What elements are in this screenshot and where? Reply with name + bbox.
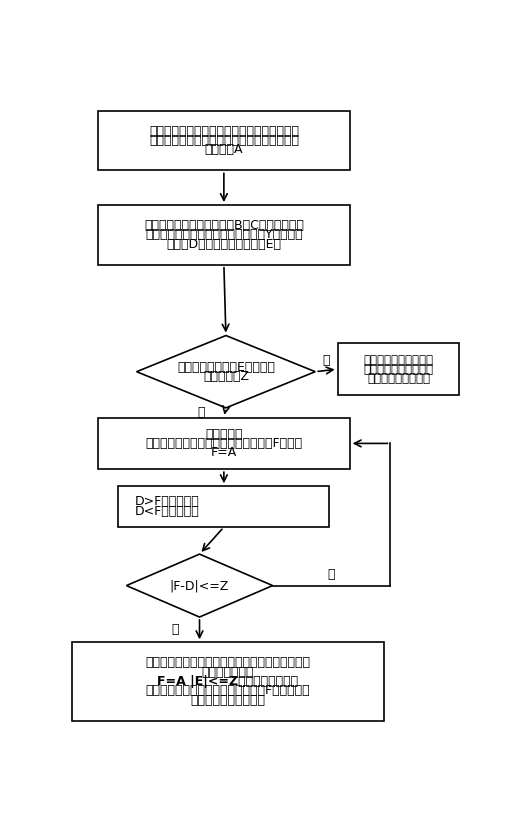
Text: 进行对中，: 进行对中， [205,427,243,440]
Text: 卷材偏移量绝对值E是否大于: 卷材偏移量绝对值E是否大于 [177,360,275,373]
Text: D<F，小车后行: D<F，小车后行 [135,505,199,518]
Bar [72,642,384,721]
Text: |F-D|<=Z: |F-D|<=Z [170,579,229,592]
Text: 是: 是 [171,623,179,636]
Text: 际距离为A: 际距离为A [205,143,243,156]
Text: F=A |E|<=Z卷材对中完毕；或: F=A |E|<=Z卷材对中完毕；或 [157,675,299,688]
Text: 将卷材放置于别的固定鞍座上，此时F值应设为新: 将卷材放置于别的固定鞍座上，此时F值应设为新 [146,685,310,698]
Text: 最大偏移量Z: 最大偏移量Z [203,370,249,383]
Text: 感器与小车鞍座中心的水平距离差为Y，得卷材: 感器与小车鞍座中心的水平距离差为Y，得卷材 [145,229,303,241]
Text: 不需要对中，小车将顶: 不需要对中，小车将顶 [364,354,433,367]
Text: 小车顶起卷材，向固定鞍座中心位行走，到位后落: 小车顶起卷材，向固定鞍座中心位行走，到位后落 [146,656,310,669]
Text: 设小车的实际位置为小车鞍座中心位为F，此时: 设小车的实际位置为小车鞍座中心位为F，此时 [145,437,302,450]
Bar [337,343,460,395]
Text: 固定鞍座上放置有铝卷材，小车从起始点出发: 固定鞍座上放置有铝卷材，小车从起始点出发 [149,125,299,137]
Bar [98,417,350,469]
Text: 是: 是 [198,406,205,419]
Text: 否: 否 [323,354,330,367]
Bar [118,486,330,527]
Text: 提前选择的指定位置: 提前选择的指定位置 [367,372,430,385]
Polygon shape [137,336,315,408]
Text: 中心位D并计算出卷材偏移量E；: 中心位D并计算出卷材偏移量E； [167,238,281,251]
Bar [98,110,350,171]
Text: 测量卷材前后边缘位置数值B和C；激光测距传: 测量卷材前后边缘位置数值B和C；激光测距传 [144,219,304,232]
Bar [98,205,350,265]
Text: 否: 否 [328,568,335,581]
Text: F=A: F=A [211,446,237,459]
Text: D>F，小车前行: D>F，小车前行 [135,495,199,508]
Text: ，开往固定鞍座中心位，固定鞍座中心位的实: ，开往固定鞍座中心位，固定鞍座中心位的实 [149,134,299,147]
Polygon shape [126,554,272,617]
Text: 起并将卷材运输到客户: 起并将卷材运输到客户 [364,363,433,376]
Text: 目标鞍座中心位的数值: 目标鞍座中心位的数值 [190,694,266,707]
Text: 下，则此时应有: 下，则此时应有 [202,666,254,679]
